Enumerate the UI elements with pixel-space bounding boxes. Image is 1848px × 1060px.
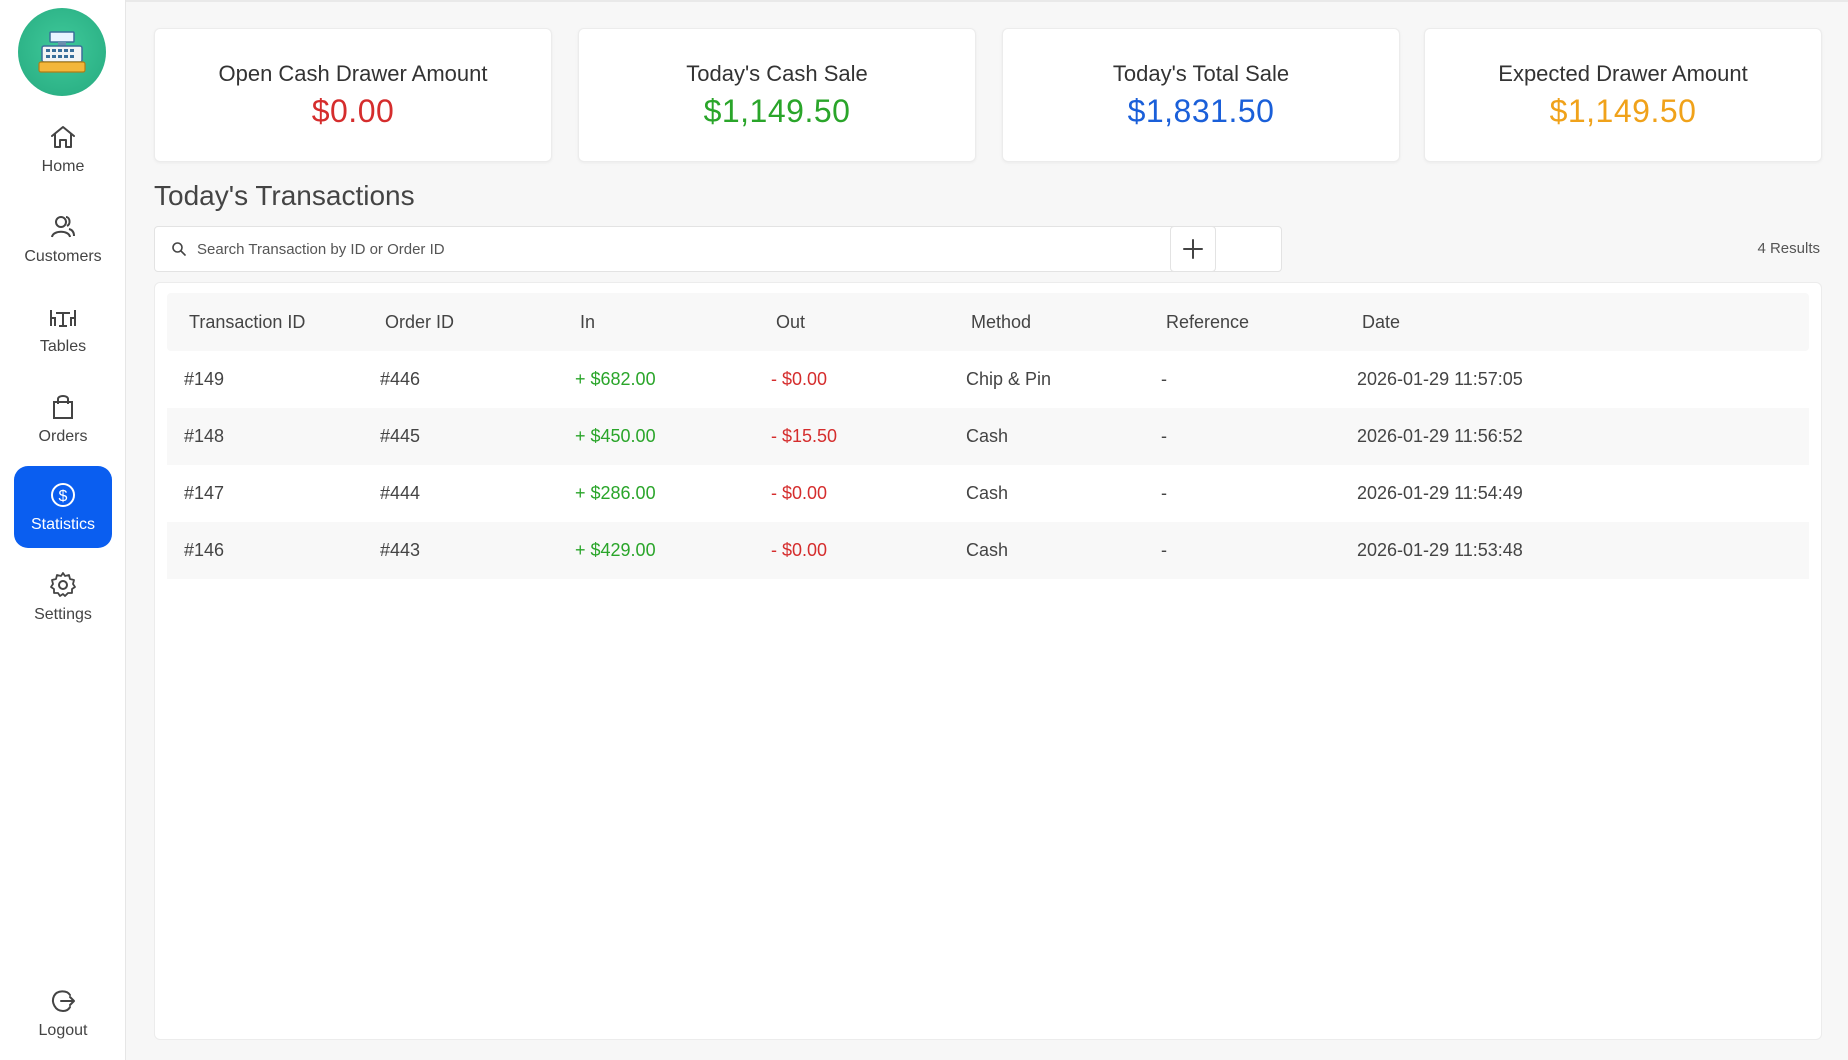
card-title: Open Cash Drawer Amount [218, 60, 488, 86]
results-count: 4 Results [1757, 240, 1820, 257]
payment-method: Cash [966, 483, 1009, 503]
payment-method: Cash [966, 426, 1009, 446]
date: 2026-01-29 11:57:05 [1357, 369, 1523, 389]
column-header: Transaction ID [189, 312, 306, 332]
reference: - [1161, 369, 1167, 389]
payment-method: Cash [966, 540, 1009, 560]
section-title: Today's Transactions [154, 180, 415, 211]
card-value: $1,149.50 [1549, 92, 1697, 129]
transaction-id: #148 [184, 426, 225, 446]
sidebar-item-statistics[interactable]: $ Statistics [14, 466, 112, 548]
table-row[interactable]: #149 #446 + $682.00 - $0.00 Chip & Pin -… [167, 351, 1809, 408]
transaction-id: #147 [184, 483, 225, 503]
stat-card-expected-drawer: Expected Drawer Amount $1,149.50 [1424, 28, 1822, 162]
order-id: #443 [380, 540, 421, 560]
order-id: #444 [380, 483, 421, 503]
add-transaction-button[interactable] [1170, 226, 1216, 272]
stat-card-todays-cash-sale: Today's Cash Sale $1,149.50 [578, 28, 976, 162]
sidebar-item-label: Tables [39, 338, 87, 355]
top-divider [126, 0, 1848, 2]
sidebar-item-home[interactable]: Home [14, 108, 112, 190]
column-header: Date [1362, 312, 1401, 332]
sidebar-item-label: Customers [24, 248, 102, 265]
table-row[interactable]: #148 #445 + $450.00 - $15.50 Cash - 2026… [167, 408, 1809, 465]
amount-in: + $286.00 [575, 483, 656, 503]
date: 2026-01-29 11:53:48 [1357, 540, 1523, 560]
search-icon [172, 242, 186, 256]
sidebar: Home Customers Tables Orders $ Statistic [0, 0, 126, 1060]
card-title: Today's Cash Sale [686, 60, 868, 86]
amount-out: - $0.00 [771, 483, 828, 503]
cash-register-icon [18, 8, 106, 96]
card-value: $1,831.50 [1127, 92, 1275, 129]
date: 2026-01-29 11:56:52 [1357, 426, 1523, 446]
table-header: Transaction ID Order ID In Out Method Re… [167, 293, 1809, 351]
transactions-table: Transaction ID Order ID In Out Method Re… [154, 282, 1822, 1040]
table-row[interactable]: #146 #443 + $429.00 - $0.00 Cash - 2026-… [167, 522, 1809, 579]
reference: - [1161, 483, 1167, 503]
logout-button[interactable]: Logout [14, 972, 112, 1054]
column-header: Reference [1166, 312, 1250, 332]
gear-icon [50, 572, 76, 597]
amount-out: - $15.50 [771, 426, 838, 446]
date: 2026-01-29 11:54:49 [1357, 483, 1523, 503]
sidebar-item-label: Statistics [30, 516, 95, 533]
amount-in: + $450.00 [575, 426, 656, 446]
amount-out: - $0.00 [771, 540, 828, 560]
main-content: Open Cash Drawer Amount $0.00 Today's Ca… [126, 0, 1848, 1060]
card-value: $1,149.50 [703, 92, 851, 129]
sidebar-item-label: Orders [38, 428, 88, 445]
sidebar-item-label: Home [41, 158, 85, 175]
reference: - [1161, 540, 1167, 560]
home-icon [51, 126, 75, 148]
order-id: #445 [380, 426, 421, 446]
tables-icon [50, 310, 76, 327]
card-title: Expected Drawer Amount [1498, 60, 1748, 86]
logout-label: Logout [38, 1022, 88, 1039]
order-id: #446 [380, 369, 421, 389]
customers-icon [51, 216, 75, 238]
stat-card-todays-total-sale: Today's Total Sale $1,831.50 [1002, 28, 1400, 162]
sidebar-item-orders[interactable]: Orders [14, 378, 112, 460]
transaction-id: #146 [184, 540, 225, 560]
table-row[interactable]: #147 #444 + $286.00 - $0.00 Cash - 2026-… [167, 465, 1809, 522]
sidebar-item-tables[interactable]: Tables [14, 288, 112, 370]
column-header: Out [776, 312, 806, 332]
column-header: In [580, 312, 596, 332]
column-header: Method [971, 312, 1032, 332]
shopping-bag-icon [53, 395, 73, 419]
search-box [154, 226, 1282, 272]
dollar-circle-icon: $ [51, 483, 75, 507]
amount-out: - $0.00 [771, 369, 828, 389]
search-input[interactable] [197, 240, 1257, 258]
sidebar-item-label: Settings [34, 606, 92, 623]
svg-text:$: $ [59, 488, 68, 505]
stat-card-open-cash-drawer: Open Cash Drawer Amount $0.00 [154, 28, 552, 162]
column-header: Order ID [385, 312, 455, 332]
card-value: $0.00 [311, 92, 395, 129]
payment-method: Chip & Pin [966, 369, 1052, 389]
sidebar-item-settings[interactable]: Settings [14, 556, 112, 638]
amount-in: + $429.00 [575, 540, 656, 560]
sidebar-item-customers[interactable]: Customers [14, 198, 112, 280]
card-title: Today's Total Sale [1112, 60, 1290, 86]
logout-icon [52, 990, 75, 1013]
plus-icon [1183, 239, 1203, 259]
reference: - [1161, 426, 1167, 446]
transaction-id: #149 [184, 369, 225, 389]
amount-in: + $682.00 [575, 369, 656, 389]
